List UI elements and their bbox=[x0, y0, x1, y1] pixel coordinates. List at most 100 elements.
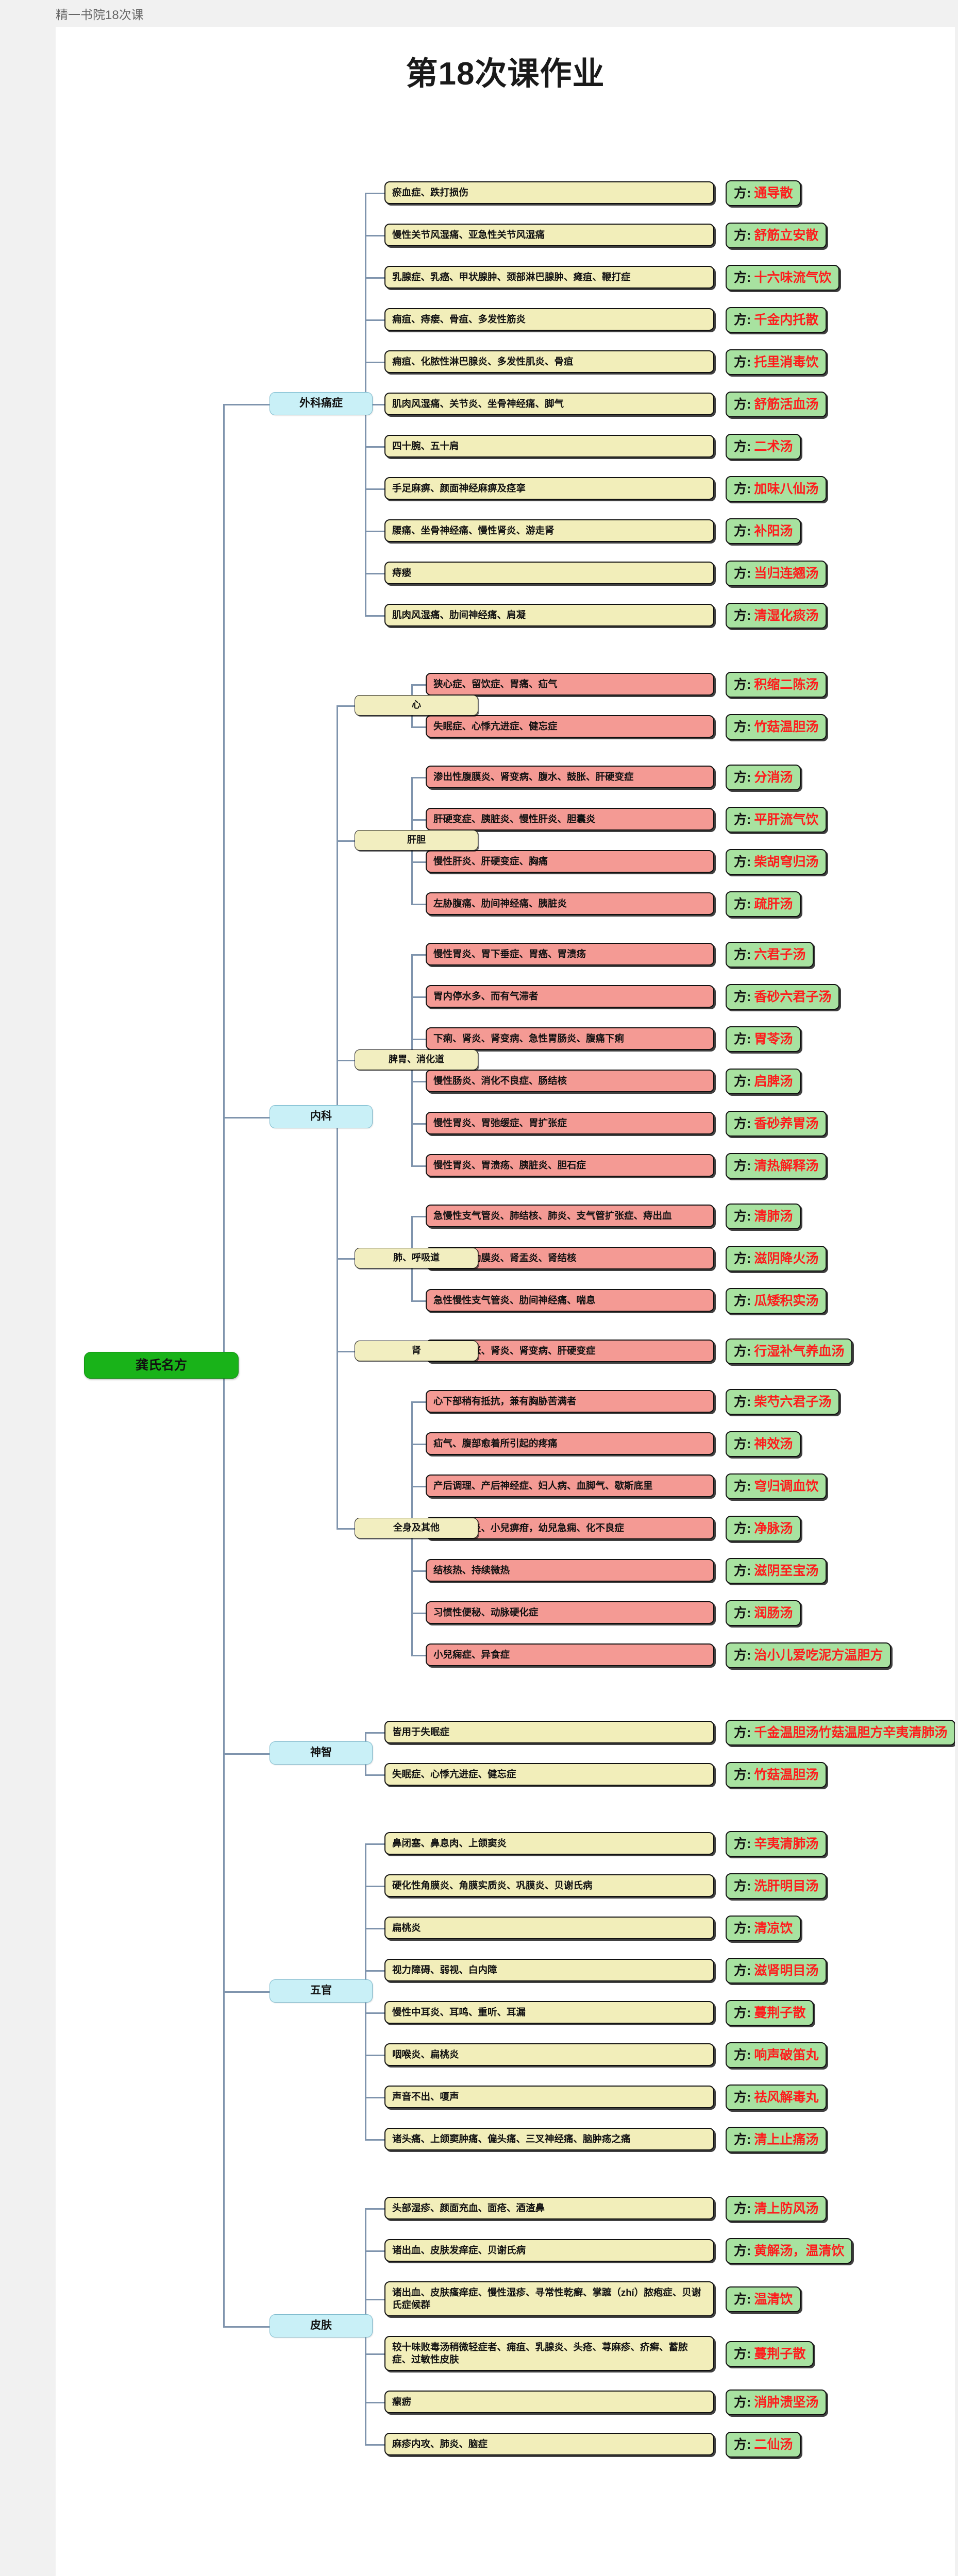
symptom-box[interactable]: 四十腕、五十肩 bbox=[384, 435, 714, 457]
symptom-box[interactable]: 结核热、持续微热 bbox=[426, 1559, 714, 1582]
symptom-box[interactable]: 皆用于失眠症 bbox=[384, 1721, 714, 1743]
formula-box[interactable]: 方: 托里消毒饮 bbox=[726, 349, 827, 375]
symptom-box[interactable]: 视力障碍、弱视、白内障 bbox=[384, 1959, 714, 1981]
formula-box[interactable]: 方: 行湿补气养血汤 bbox=[726, 1338, 853, 1364]
formula-box[interactable]: 方: 滋阴降火汤 bbox=[726, 1246, 827, 1272]
formula-box[interactable]: 方: 二术汤 bbox=[726, 434, 801, 460]
symptom-box[interactable]: 痔瘘 bbox=[384, 562, 714, 584]
symptom-box[interactable]: 急慢性支气管炎、肺结核、肺炎、支气管扩张症、痔出血 bbox=[426, 1205, 714, 1227]
symptom-box[interactable]: 鼻闭塞、鼻息肉、上颌窦炎 bbox=[384, 1832, 714, 1855]
formula-box[interactable]: 方: 蔓荆子散 bbox=[726, 2341, 814, 2367]
symptom-box[interactable]: 咽喉炎、扁桃炎 bbox=[384, 2043, 714, 2066]
group-label[interactable]: 心 bbox=[355, 695, 478, 716]
symptom-box[interactable]: 渗出性腹膜炎、肾变病、腹水、鼓胀、肝硬变症 bbox=[426, 766, 714, 788]
formula-box[interactable]: 方: 香砂六君子汤 bbox=[726, 984, 840, 1010]
symptom-box[interactable]: 慢性胃炎、胃溃疡、胰脏炎、胆石症 bbox=[426, 1154, 714, 1177]
root-node[interactable]: 龚氏名方 bbox=[84, 1352, 239, 1379]
formula-box[interactable]: 方: 响声破笛丸 bbox=[726, 2042, 827, 2068]
symptom-box[interactable]: 左胁腹痛、肋间神经痛、胰脏炎 bbox=[426, 892, 714, 915]
category-shenzhi[interactable]: 神智 bbox=[270, 1741, 373, 1765]
symptom-box[interactable]: 失眠症、心悸亢进症、健忘症 bbox=[426, 715, 714, 738]
group-label[interactable]: 肾 bbox=[355, 1341, 478, 1361]
symptom-box[interactable]: 肌肉风湿痛、关节炎、坐骨神经痛、脚气 bbox=[384, 393, 714, 415]
symptom-box[interactable]: 胃内停水多、而有气滞者 bbox=[426, 985, 714, 1008]
symptom-box[interactable]: 狭心症、留饮症、胃痛、疝气 bbox=[426, 673, 714, 696]
formula-box[interactable]: 方: 补阳汤 bbox=[726, 518, 801, 544]
formula-box[interactable]: 方: 洗肝明目汤 bbox=[726, 1873, 827, 1899]
symptom-box[interactable]: 慢性胃炎、胃弛缓症、胃扩张症 bbox=[426, 1112, 714, 1134]
formula-box[interactable]: 方: 柴芍六君子汤 bbox=[726, 1389, 840, 1415]
symptom-box[interactable]: 乳腺症、乳癌、甲状腺肿、颈部淋巴腺肿、瘫疽、鞭打症 bbox=[384, 266, 714, 289]
symptom-box[interactable]: 诸出血、皮肤瘙痒症、慢性湿疹、寻常性乾癣、掌蹠（zhí）脓疱症、贝谢氏症候群 bbox=[384, 2281, 714, 2316]
group-label[interactable]: 全身及其他 bbox=[355, 1518, 478, 1538]
symptom-box[interactable]: 产后调理、产后神经症、妇人病、血脚气、歇斯底里 bbox=[426, 1475, 714, 1497]
formula-box[interactable]: 方: 清热解释汤 bbox=[726, 1153, 827, 1179]
group-label[interactable]: 脾胃、消化道 bbox=[355, 1049, 478, 1070]
symptom-box[interactable]: 扁桃炎 bbox=[384, 1917, 714, 1939]
symptom-box[interactable]: 肝硬变症、胰脏炎、慢性肝炎、胆囊炎 bbox=[426, 808, 714, 831]
symptom-box[interactable]: 心下部稍有抵抗，兼有胸胁苦满者 bbox=[426, 1390, 714, 1413]
formula-box[interactable]: 方: 二仙汤 bbox=[726, 2432, 801, 2458]
formula-box[interactable]: 方: 加味八仙汤 bbox=[726, 476, 827, 502]
formula-box[interactable]: 方: 柴胡穹归汤 bbox=[726, 849, 827, 875]
formula-box[interactable]: 方: 神效汤 bbox=[726, 1431, 801, 1457]
formula-box[interactable]: 方: 滋阴至宝汤 bbox=[726, 1558, 827, 1584]
formula-box[interactable]: 方: 启脾汤 bbox=[726, 1069, 801, 1094]
symptom-box[interactable]: 慢性中耳炎、耳鸣、重听、耳漏 bbox=[384, 2001, 714, 2024]
formula-box[interactable]: 方: 清湿化痰汤 bbox=[726, 603, 827, 629]
formula-box[interactable]: 方: 净脉汤 bbox=[726, 1516, 801, 1541]
formula-box[interactable]: 方: 治小儿爱吃泥方温胆方 bbox=[726, 1642, 892, 1668]
symptom-box[interactable]: 疝气、腹部愈着所引起的疼痛 bbox=[426, 1432, 714, 1455]
symptom-box[interactable]: 急性慢性支气管炎、肋间神经痛、喘息 bbox=[426, 1289, 714, 1312]
formula-box[interactable]: 方: 舒筋立安散 bbox=[726, 223, 827, 248]
symptom-box[interactable]: 慢性胃炎、胃下垂症、胃癌、胃溃疡 bbox=[426, 943, 714, 965]
symptom-box[interactable]: 慢性肝炎、肝硬变症、胸痛 bbox=[426, 850, 714, 873]
formula-box[interactable]: 方: 通导散 bbox=[726, 180, 801, 206]
formula-box[interactable]: 方: 蔓荆子散 bbox=[726, 2000, 814, 2026]
symptom-box[interactable]: 肌肉风湿痛、肋间神经痛、肩凝 bbox=[384, 604, 714, 626]
category-pifu[interactable]: 皮肤 bbox=[270, 2314, 373, 2337]
formula-box[interactable]: 方: 积缩二陈汤 bbox=[726, 672, 827, 698]
category-waike[interactable]: 外科痛症 bbox=[270, 392, 373, 415]
group-label[interactable]: 肝胆 bbox=[355, 830, 478, 851]
symptom-box[interactable]: 失眠症、心悸亢进症、健忘症 bbox=[384, 1763, 714, 1786]
formula-box[interactable]: 方: 辛夷清肺汤 bbox=[726, 1831, 827, 1857]
formula-box[interactable]: 方: 胃苓汤 bbox=[726, 1026, 801, 1052]
symptom-box[interactable]: 手足麻痹、颜面神经麻痹及痉挛 bbox=[384, 477, 714, 500]
formula-box[interactable]: 方: 润肠汤 bbox=[726, 1600, 801, 1626]
formula-box[interactable]: 方: 分消汤 bbox=[726, 765, 801, 790]
formula-box[interactable]: 方: 疏肝汤 bbox=[726, 891, 801, 917]
formula-box[interactable]: 方: 黄解汤，温清饮 bbox=[726, 2238, 853, 2264]
formula-box[interactable]: 方: 清凉饮 bbox=[726, 1916, 801, 1941]
symptom-box[interactable]: 慢性关节风湿痛、亚急性关节风湿痛 bbox=[384, 224, 714, 246]
symptom-box[interactable]: 小兒痫症、异食症 bbox=[426, 1643, 714, 1666]
formula-box[interactable]: 方: 香砂养胃汤 bbox=[726, 1111, 827, 1137]
symptom-box[interactable]: 痈疽、痔瘘、骨疽、多发性筋炎 bbox=[384, 308, 714, 331]
symptom-box[interactable]: 下痢、肾炎、肾变病、急性胃肠炎、腹痛下痢 bbox=[426, 1027, 714, 1050]
symptom-box[interactable]: 腰痛、坐骨神经痛、慢性肾炎、游走肾 bbox=[384, 519, 714, 542]
formula-box[interactable]: 方: 舒筋活血汤 bbox=[726, 392, 827, 417]
formula-box[interactable]: 方: 平肝流气饮 bbox=[726, 807, 827, 833]
formula-box[interactable]: 方: 当归连翘汤 bbox=[726, 561, 827, 586]
formula-box[interactable]: 方: 消肿溃坚汤 bbox=[726, 2389, 827, 2415]
formula-box[interactable]: 方: 十六味流气饮 bbox=[726, 265, 840, 291]
symptom-box[interactable]: 声音不出、嗄声 bbox=[384, 2086, 714, 2108]
formula-box[interactable]: 方: 温清饮 bbox=[726, 2286, 801, 2312]
symptom-box[interactable]: 较十味败毒汤稍微轻症者、痈疽、乳腺炎、头疮、荨麻疹、疥癣、蓄脓症、过敏性皮肤 bbox=[384, 2336, 714, 2371]
group-label[interactable]: 肺、呼吸道 bbox=[355, 1248, 478, 1268]
formula-box[interactable]: 方: 六君子汤 bbox=[726, 942, 814, 968]
category-wuguan[interactable]: 五官 bbox=[270, 1979, 373, 2003]
symptom-box[interactable]: 硬化性角膜炎、角膜实质炎、巩膜炎、贝谢氏病 bbox=[384, 1874, 714, 1897]
symptom-box[interactable]: 慢性肠炎、消化不良症、肠结核 bbox=[426, 1070, 714, 1092]
formula-box[interactable]: 方: 清上防风汤 bbox=[726, 2196, 827, 2222]
formula-box[interactable]: 方: 滋肾明目汤 bbox=[726, 1958, 827, 1984]
formula-box[interactable]: 方: 穹归调血饮 bbox=[726, 1473, 827, 1499]
formula-box[interactable]: 方: 祛风解毒丸 bbox=[726, 2084, 827, 2110]
symptom-box[interactable]: 痈疽、化脓性淋巴腺炎、多发性肌炎、骨疽 bbox=[384, 350, 714, 373]
symptom-box[interactable]: 习惯性便秘、动脉硬化症 bbox=[426, 1601, 714, 1624]
formula-box[interactable]: 方: 千金内托散 bbox=[726, 307, 827, 333]
symptom-box[interactable]: 头部湿疹、颜面充血、面疮、酒渣鼻 bbox=[384, 2197, 714, 2219]
symptom-box[interactable]: 诸出血、皮肤发痒症、贝谢氏病 bbox=[384, 2239, 714, 2262]
formula-box[interactable]: 方: 千金温胆汤竹菇温胆方辛夷清肺汤 bbox=[726, 1720, 955, 1745]
formula-box[interactable]: 方: 瓜矮积实汤 bbox=[726, 1288, 827, 1314]
